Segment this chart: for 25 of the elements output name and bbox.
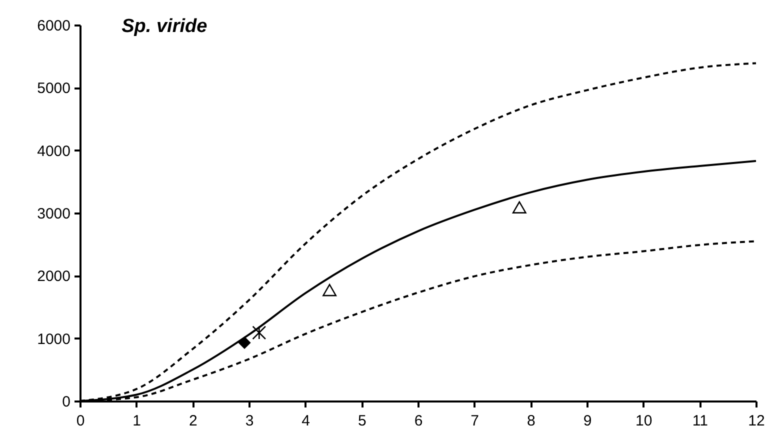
point <box>322 284 337 296</box>
point <box>238 336 251 350</box>
y-tick-label: 2000 <box>37 268 70 286</box>
x-tick-label: 3 <box>245 412 254 430</box>
x-tick-label: 4 <box>302 412 310 430</box>
x-tick-label: 0 <box>76 412 85 430</box>
y-tick-label: 3000 <box>37 206 70 222</box>
x-tick-label: 10 <box>635 412 652 430</box>
chart-title: Sp. viride <box>122 16 208 37</box>
y-tick-label: 4000 <box>37 142 70 160</box>
x-tick-label: 1 <box>132 412 142 430</box>
x-tick-label: 8 <box>526 412 536 430</box>
x-tick-label: 7 <box>470 412 480 430</box>
y-tick-label: 5000 <box>37 80 70 98</box>
y-tick-label: 0 <box>62 394 70 410</box>
x-tick-label: 2 <box>188 412 198 430</box>
x-tick-label: 9 <box>583 412 592 430</box>
x-tick-label: 5 <box>358 412 366 430</box>
y-tick-label: 1000 <box>37 330 70 348</box>
x-tick-label: 6 <box>414 412 423 430</box>
x-tick-label: 12 <box>748 412 765 430</box>
point <box>512 201 526 214</box>
y-tick-label: 6000 <box>37 18 70 34</box>
point <box>252 326 266 340</box>
x-tick-label: 11 <box>692 412 708 430</box>
